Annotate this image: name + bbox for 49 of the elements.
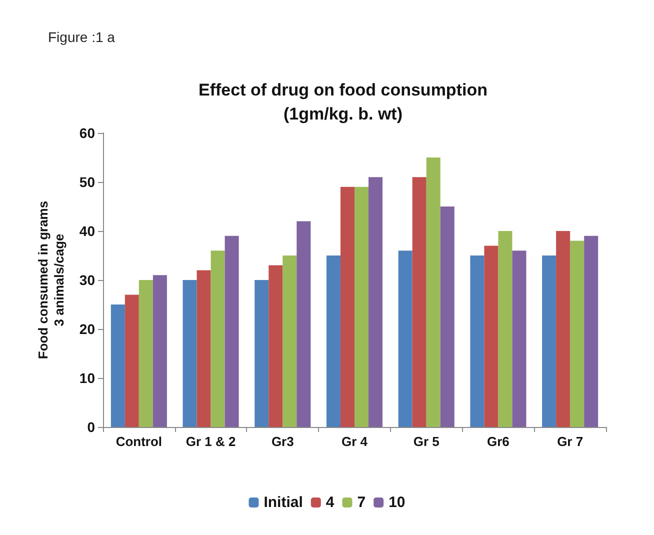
bar (556, 231, 570, 427)
bar (426, 158, 440, 427)
bar (110, 304, 125, 427)
bar (512, 250, 526, 427)
y-axis-title: Food consumed in grams 3 animals/cage (36, 200, 66, 360)
x-tick-label: Gr 7 (557, 434, 584, 449)
y-tick-label: 60 (79, 125, 96, 141)
y-tick-label: 20 (79, 321, 96, 337)
y-tick-label: 10 (79, 370, 96, 386)
bar (484, 246, 498, 427)
x-tick-label: Control (116, 434, 162, 449)
bar (326, 256, 340, 427)
legend-label: 10 (388, 494, 406, 511)
bar (412, 177, 426, 427)
bar (182, 280, 197, 427)
x-tick-label: Gr 4 (341, 434, 368, 449)
bar (138, 280, 153, 427)
bar (368, 177, 383, 427)
legend-label: 7 (357, 494, 366, 511)
bar (210, 250, 225, 427)
bar (268, 265, 283, 427)
bar (340, 186, 354, 427)
bar (254, 280, 269, 427)
x-tick-label: Gr6 (487, 434, 510, 449)
bar (440, 206, 454, 427)
x-tick-label: Gr 1 & 2 (186, 434, 236, 449)
y-tick-label: 50 (79, 174, 96, 190)
text: Figure :1 a (48, 29, 116, 45)
x-tick-label: Gr3 (271, 434, 294, 449)
bar (124, 294, 139, 427)
legend-label: Initial (264, 494, 303, 511)
bar (196, 270, 211, 427)
bar (152, 275, 167, 427)
bar (584, 236, 598, 427)
legend-label: 4 (326, 494, 335, 511)
bar (224, 236, 239, 427)
y-tick-label: 40 (79, 223, 96, 239)
bar (354, 186, 369, 427)
bar (570, 240, 584, 427)
bar (398, 250, 412, 427)
bar (498, 231, 512, 427)
bar (542, 256, 556, 427)
bar (470, 256, 484, 427)
bar (296, 221, 311, 427)
y-tick-label: 0 (87, 419, 96, 435)
chart-title: Effect of drug on food consumption (1gm/kg. b. wt) (198, 80, 488, 124)
bar (282, 256, 297, 427)
y-tick-label: 30 (79, 272, 96, 288)
x-tick-label: Gr 5 (413, 434, 440, 449)
